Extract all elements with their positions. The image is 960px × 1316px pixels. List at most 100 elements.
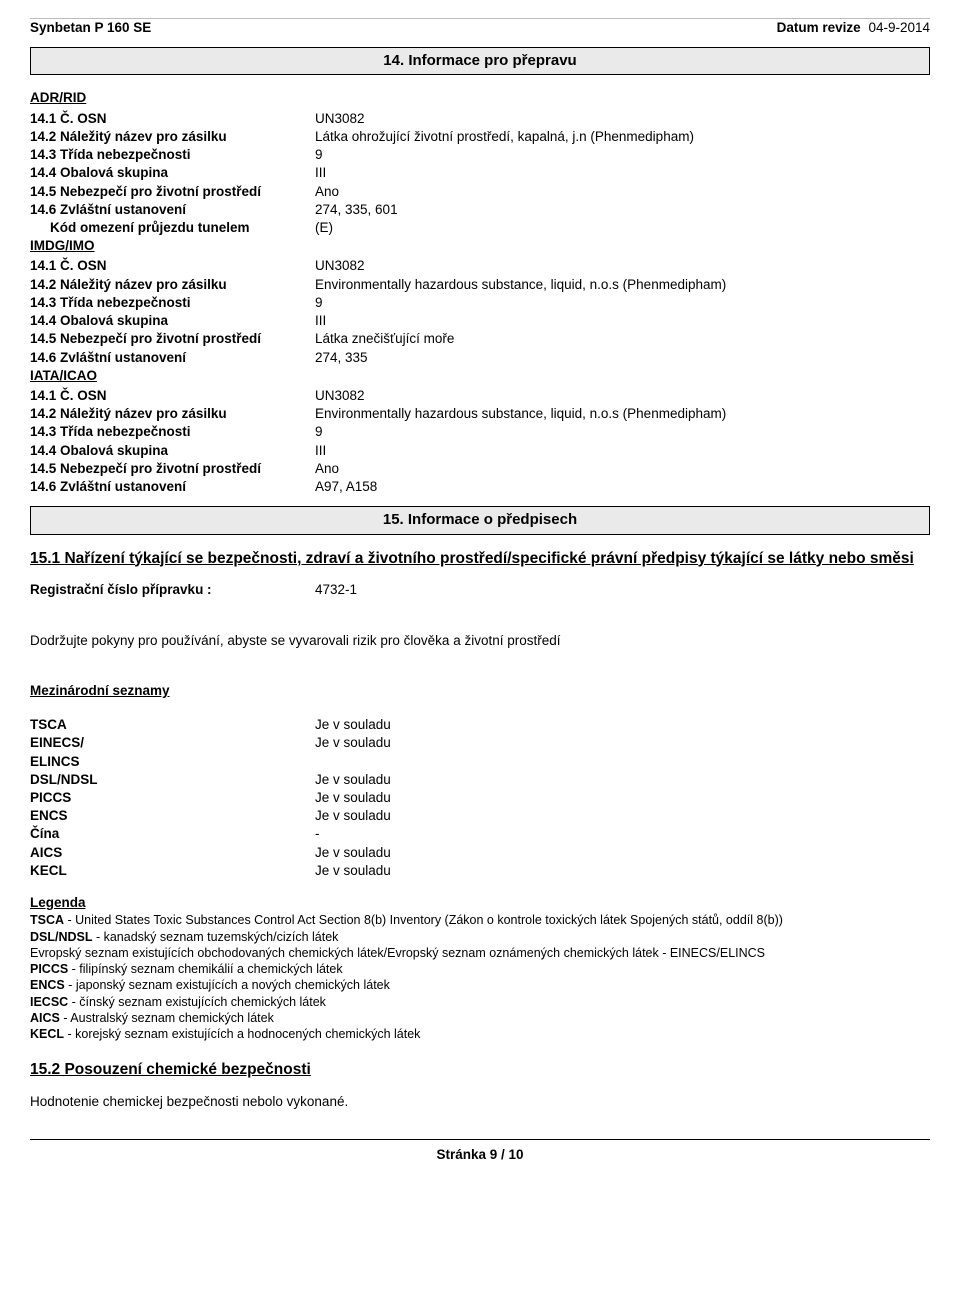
legend-line: DSL/NDSL - kanadský seznam tuzemských/ci… <box>30 929 930 945</box>
legend-line: Evropský seznam existujících obchodovaný… <box>30 945 930 961</box>
kv-val: 9 <box>315 423 323 441</box>
kv-val: III <box>315 164 326 182</box>
kv-key: 14.5 Nebezpečí pro životní prostředí <box>30 330 315 348</box>
kv-val: 9 <box>315 146 323 164</box>
kv-row: 14.4 Obalová skupinaIII <box>30 312 930 330</box>
kv-val: 274, 335, 601 <box>315 201 398 219</box>
legend-line: ENCS - japonský seznam existujících a no… <box>30 977 930 993</box>
kv-key: Kód omezení průjezdu tunelem <box>30 219 315 237</box>
legend-line: TSCA - United States Toxic Substances Co… <box>30 912 930 928</box>
legend-text: - filipínský seznam chemikálií a chemick… <box>68 962 342 976</box>
list-item: TSCAJe v souladu <box>30 716 930 734</box>
kv-key: 14.3 Třída nebezpečnosti <box>30 423 315 441</box>
kv-val: 274, 335 <box>315 349 368 367</box>
legend-heading: Legenda <box>30 894 930 912</box>
kv-key: 14.5 Nebezpečí pro životní prostředí <box>30 183 315 201</box>
list-val: Je v souladu <box>315 789 391 807</box>
registration-row: Registrační číslo přípravku : 4732-1 <box>30 581 930 599</box>
kv-val: III <box>315 312 326 330</box>
kv-row: 14.5 Nebezpečí pro životní prostředíAno <box>30 460 930 478</box>
kv-key: 14.3 Třída nebezpečnosti <box>30 146 315 164</box>
legend-block: TSCA - United States Toxic Substances Co… <box>30 912 930 1042</box>
page-footer: Stránka 9 / 10 <box>30 1146 930 1164</box>
product-name: Synbetan P 160 SE <box>30 19 151 37</box>
kv-key: 14.1 Č. OSN <box>30 110 315 128</box>
kv-key: 14.4 Obalová skupina <box>30 442 315 460</box>
kv-row: 14.1 Č. OSNUN3082 <box>30 110 930 128</box>
section-15-2-heading: 15.2 Posouzení chemické bezpečnosti <box>30 1060 930 1081</box>
kv-key: 14.5 Nebezpečí pro životní prostředí <box>30 460 315 478</box>
registration-value: 4732-1 <box>315 581 357 599</box>
kv-val: UN3082 <box>315 257 365 275</box>
kv-row: 14.5 Nebezpečí pro životní prostředíAno <box>30 183 930 201</box>
kv-val: Ano <box>315 183 339 201</box>
list-val: Je v souladu <box>315 716 391 734</box>
list-item: AICSJe v souladu <box>30 844 930 862</box>
kv-val: III <box>315 442 326 460</box>
kv-key: 14.6 Zvláštní ustanovení <box>30 201 315 219</box>
legend-key: PICCS <box>30 962 68 976</box>
legend-line: AICS - Australský seznam chemických láte… <box>30 1010 930 1026</box>
kv-row: 14.6 Zvláštní ustanoveníA97, A158 <box>30 478 930 496</box>
kv-row: 14.3 Třída nebezpečnosti9 <box>30 423 930 441</box>
list-key: TSCA <box>30 716 315 734</box>
kv-row: 14.2 Náležitý název pro zásilkuEnvironme… <box>30 405 930 423</box>
kv-key: 14.4 Obalová skupina <box>30 312 315 330</box>
list-item: Čína- <box>30 825 930 843</box>
kv-val: A97, A158 <box>315 478 377 496</box>
list-item: PICCSJe v souladu <box>30 789 930 807</box>
kv-key: 14.1 Č. OSN <box>30 257 315 275</box>
adr-rid-heading: ADR/RID <box>30 89 930 107</box>
kv-row: 14.3 Třída nebezpečnosti9 <box>30 294 930 312</box>
list-val: Je v souladu <box>315 862 391 880</box>
kv-val: (E) <box>315 219 333 237</box>
list-item: DSL/NDSLJe v souladu <box>30 771 930 789</box>
legend-text: - čínský seznam existujících chemických … <box>68 995 326 1009</box>
kv-key: 14.4 Obalová skupina <box>30 164 315 182</box>
section-15-header: 15. Informace o předpisech <box>30 506 930 534</box>
legend-key: TSCA <box>30 913 64 927</box>
list-key: DSL/NDSL <box>30 771 315 789</box>
section-14-header: 14. Informace pro přepravu <box>30 47 930 75</box>
legend-key: IECSC <box>30 995 68 1009</box>
kv-row: 14.2 Náležitý název pro zásilkuEnvironme… <box>30 276 930 294</box>
kv-row: 14.2 Náležitý název pro zásilkuLátka ohr… <box>30 128 930 146</box>
kv-val: Látka znečišťující moře <box>315 330 454 348</box>
kv-key: 14.2 Náležitý název pro zásilku <box>30 276 315 294</box>
list-val: Je v souladu <box>315 771 391 789</box>
legend-line: KECL - korejský seznam existujících a ho… <box>30 1026 930 1042</box>
revision-date: Datum revize 04-9-2014 <box>777 19 930 37</box>
kv-val: 9 <box>315 294 323 312</box>
international-lists: TSCAJe v souladu EINECS/Je v souladu ELI… <box>30 716 930 880</box>
legend-key: DSL/NDSL <box>30 930 93 944</box>
usage-note: Dodržujte pokyny pro používání, abyste s… <box>30 632 930 650</box>
list-key: Čína <box>30 825 315 843</box>
list-val: - <box>315 825 320 843</box>
list-key: PICCS <box>30 789 315 807</box>
kv-row: 14.4 Obalová skupinaIII <box>30 164 930 182</box>
list-key: ELINCS <box>30 753 315 771</box>
kv-row: 14.6 Zvláštní ustanovení274, 335 <box>30 349 930 367</box>
legend-key: KECL <box>30 1027 64 1041</box>
imdg-imo-heading: IMDG/IMO <box>30 237 930 255</box>
kv-row: 14.6 Zvláštní ustanovení274, 335, 601 <box>30 201 930 219</box>
chemical-safety-eval: Hodnotenie chemickej bezpečnosti nebolo … <box>30 1093 930 1111</box>
list-item: ENCSJe v souladu <box>30 807 930 825</box>
legend-text: - kanadský seznam tuzemských/cizích láte… <box>93 930 339 944</box>
list-item: EINECS/Je v souladu <box>30 734 930 752</box>
list-val: Je v souladu <box>315 807 391 825</box>
kv-val: Ano <box>315 460 339 478</box>
legend-text: - korejský seznam existujících a hodnoce… <box>64 1027 420 1041</box>
kv-val: UN3082 <box>315 387 365 405</box>
international-lists-heading: Mezinárodní seznamy <box>30 682 930 700</box>
kv-row: 14.1 Č. OSNUN3082 <box>30 257 930 275</box>
date-label: Datum revize <box>777 20 861 35</box>
list-item: KECLJe v souladu <box>30 862 930 880</box>
kv-row: 14.4 Obalová skupinaIII <box>30 442 930 460</box>
legend-key: AICS <box>30 1011 60 1025</box>
list-val: Je v souladu <box>315 844 391 862</box>
kv-val: Environmentally hazardous substance, liq… <box>315 276 726 294</box>
kv-row: 14.5 Nebezpečí pro životní prostředíLátk… <box>30 330 930 348</box>
list-key: AICS <box>30 844 315 862</box>
kv-row: 14.1 Č. OSNUN3082 <box>30 387 930 405</box>
